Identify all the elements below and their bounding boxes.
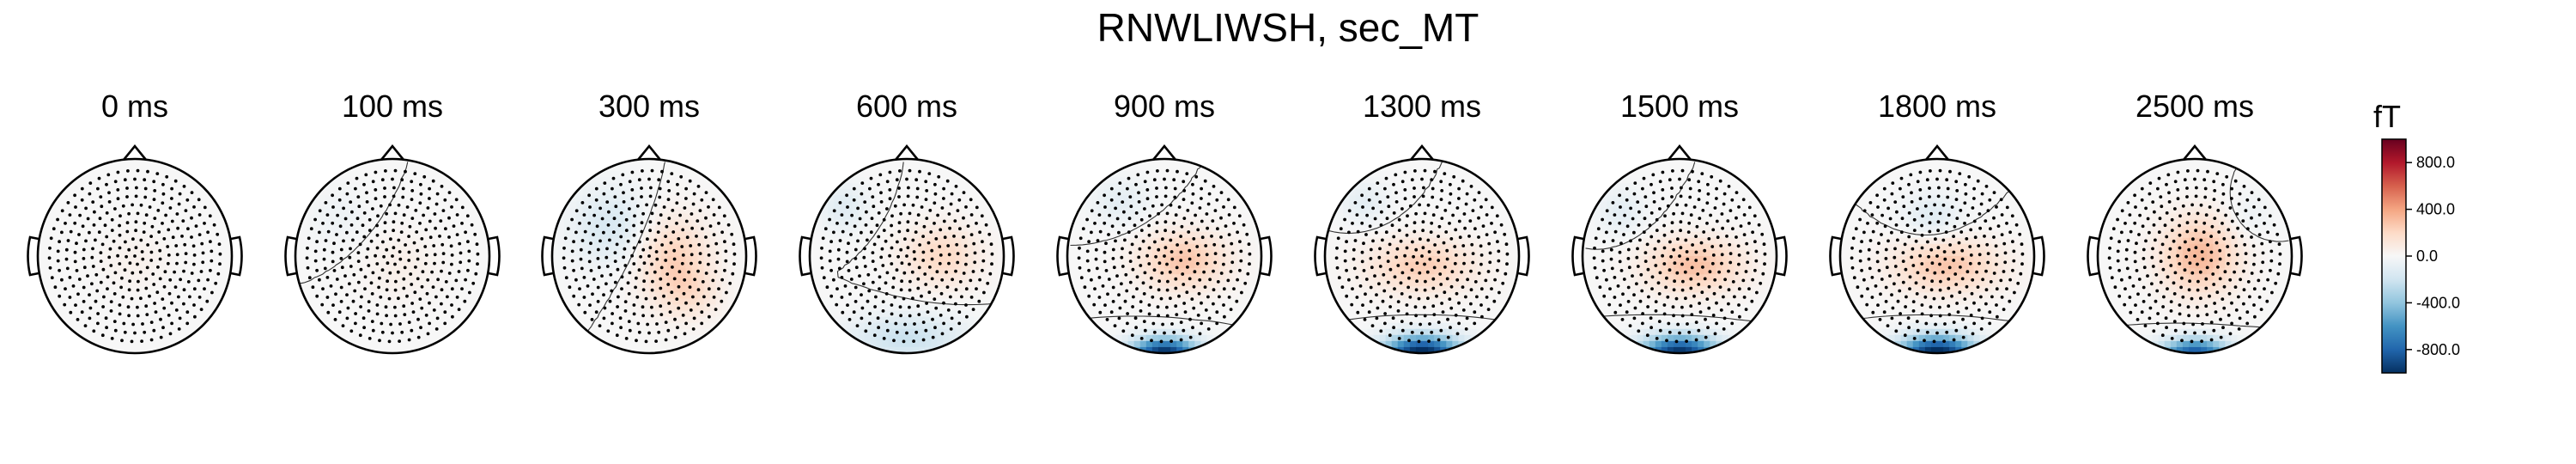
left-ear: [27, 235, 39, 277]
sensor-dots: [819, 168, 994, 344]
head-outline: [1323, 157, 1521, 355]
panel-time-label: 1500 ms: [1620, 89, 1739, 124]
sensor-dots: [2107, 168, 2282, 344]
right-ear: [1002, 235, 1015, 277]
panel-time-label: 900 ms: [1114, 89, 1215, 124]
left-ear: [2087, 235, 2099, 277]
left-ear: [799, 235, 811, 277]
sensor-dots: [1850, 168, 2025, 344]
nose-mark: [380, 143, 405, 161]
topomap-panel: 0 ms: [27, 89, 243, 355]
figure-title: RNWLIWSH, sec_MT: [1097, 5, 1479, 50]
left-ear: [1056, 235, 1069, 277]
nose-mark: [1667, 143, 1692, 161]
right-ear: [1517, 235, 1530, 277]
panel-time-label: 600 ms: [856, 89, 957, 124]
panel-time-label: 1300 ms: [1363, 89, 1481, 124]
sensor-dots: [1077, 168, 1252, 344]
topomap-panel: 2500 ms: [2087, 89, 2303, 355]
head-outline: [1838, 157, 2036, 355]
head-outline: [294, 157, 491, 355]
right-ear: [1260, 235, 1273, 277]
nose-mark: [894, 143, 920, 161]
sensor-dots: [47, 168, 222, 344]
left-ear: [284, 235, 297, 277]
colorbar-tick-label: 0.0: [2416, 247, 2438, 265]
head-outline: [550, 157, 748, 355]
head-outline: [36, 157, 234, 355]
head-outline: [1066, 157, 1263, 355]
nose-mark: [2182, 143, 2208, 161]
colorbar-tick-label: 800.0: [2416, 154, 2455, 171]
topomap-panel: 300 ms: [541, 89, 757, 355]
topomap-panel: 1500 ms: [1571, 89, 1788, 355]
nose-mark: [122, 143, 148, 161]
topomap-panel: 1800 ms: [1829, 89, 2045, 355]
panel-time-label: 2500 ms: [2136, 89, 2254, 124]
right-ear: [1775, 235, 1788, 277]
colorbar-tick-label: -800.0: [2416, 341, 2460, 358]
nose-mark: [1924, 143, 1950, 161]
topomap-panel: 100 ms: [284, 89, 501, 355]
left-ear: [1571, 235, 1584, 277]
head-outline: [2096, 157, 2293, 355]
topomap-panel: 900 ms: [1056, 89, 1273, 355]
sensor-dots: [305, 168, 480, 344]
head-outline: [1581, 157, 1778, 355]
sensor-dots: [1592, 168, 1767, 344]
sensor-dots: [562, 168, 737, 344]
panel-time-label: 0 ms: [101, 89, 168, 124]
panel-time-label: 300 ms: [598, 89, 700, 124]
topomap-panel: 600 ms: [799, 89, 1015, 355]
colorbar-unit-label: fT: [2373, 99, 2401, 134]
panel-time-label: 1800 ms: [1878, 89, 1996, 124]
head-outline: [808, 157, 1005, 355]
left-ear: [1829, 235, 1842, 277]
colorbar-tick-label: 400.0: [2416, 201, 2455, 218]
nose-mark: [636, 143, 662, 161]
colorbar-gradient: [2381, 138, 2407, 374]
right-ear: [744, 235, 757, 277]
left-ear: [541, 235, 554, 277]
colorbar: 800.0 400.0 0.0 -400.0 -800.0 fT: [2373, 99, 2460, 374]
nose-mark: [1151, 143, 1177, 161]
nose-mark: [1409, 143, 1435, 161]
right-ear: [2290, 235, 2303, 277]
right-ear: [230, 235, 243, 277]
topomap-panel: 1300 ms: [1314, 89, 1530, 355]
left-ear: [1314, 235, 1327, 277]
panel-time-label: 100 ms: [342, 89, 443, 124]
colorbar-tick-label: -400.0: [2416, 294, 2460, 311]
right-ear: [488, 235, 501, 277]
right-ear: [2032, 235, 2045, 277]
sensor-dots: [1334, 168, 1510, 344]
zero-contour: [298, 162, 409, 285]
